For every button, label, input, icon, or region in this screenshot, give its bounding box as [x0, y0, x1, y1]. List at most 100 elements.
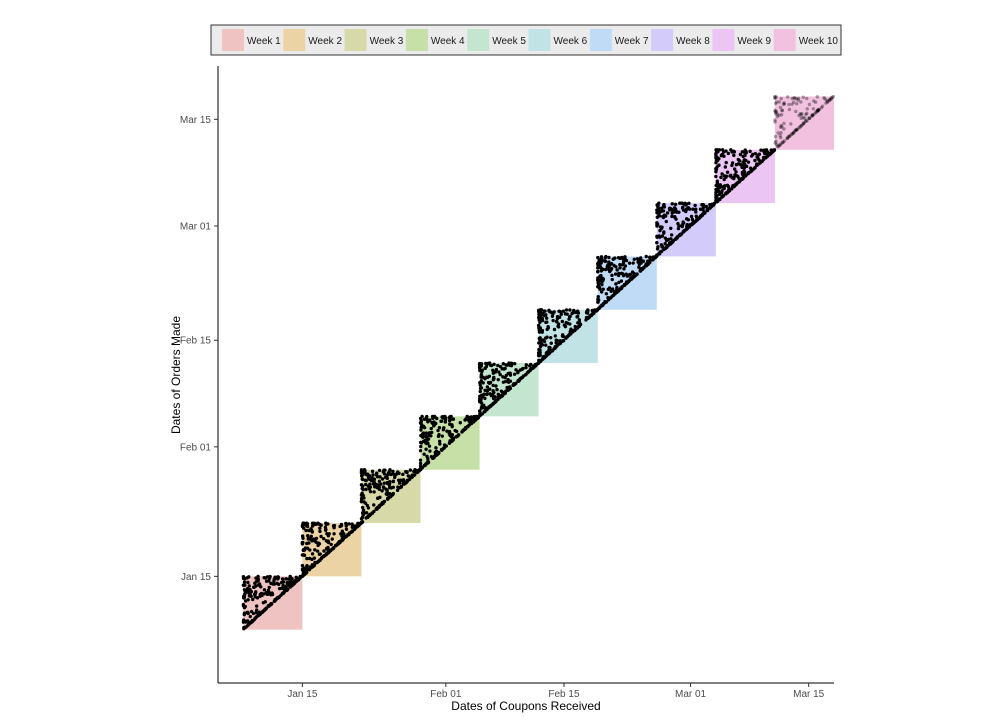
data-point: [418, 458, 423, 462]
data-point: [272, 599, 277, 603]
data-point: [830, 95, 834, 99]
data-point: [419, 444, 423, 449]
data-point: [487, 374, 492, 378]
data-point: [715, 194, 719, 198]
data-point: [777, 100, 781, 104]
data-point: [814, 110, 818, 114]
data-point: [794, 128, 798, 132]
data-point: [551, 318, 555, 323]
data-point: [478, 363, 482, 367]
data-point: [542, 313, 547, 318]
data-point: [461, 429, 465, 433]
data-point: [787, 102, 791, 107]
data-point: [623, 255, 627, 259]
data-point: [437, 425, 442, 430]
data-point: [768, 152, 772, 157]
data-point: [714, 167, 719, 171]
data-point: [779, 131, 783, 135]
data-point: [344, 524, 348, 528]
data-point: [748, 149, 752, 154]
x-axis-title: Dates of Coupons Received: [451, 699, 600, 713]
data-point: [791, 130, 796, 135]
data-point: [526, 370, 531, 374]
data-point: [342, 532, 346, 536]
data-point: [494, 399, 498, 404]
data-point: [254, 576, 258, 580]
data-point: [781, 102, 786, 106]
data-point: [498, 372, 502, 377]
data-point: [577, 318, 582, 322]
data-point: [425, 417, 429, 422]
y-tick-label: Mar 15: [180, 115, 212, 126]
data-point: [597, 285, 602, 290]
y-tick-label: Mar 01: [180, 221, 212, 232]
data-point: [317, 522, 322, 526]
data-point: [779, 136, 783, 140]
data-point: [356, 524, 360, 528]
data-point: [537, 341, 541, 345]
data-point: [618, 262, 622, 267]
data-point: [243, 625, 247, 630]
y-tick-label: Feb 01: [180, 442, 212, 453]
data-point: [794, 97, 799, 101]
data-point: [816, 108, 820, 113]
data-point: [304, 528, 308, 533]
data-point: [753, 158, 757, 163]
data-point: [756, 156, 760, 160]
data-point: [778, 143, 782, 147]
data-point: [665, 245, 669, 249]
data-point: [774, 142, 779, 146]
data-point: [362, 496, 366, 500]
data-point: [539, 342, 544, 346]
data-point: [789, 132, 794, 137]
data-point: [805, 118, 809, 123]
data-point: [311, 537, 316, 541]
data-point: [540, 316, 544, 321]
data-point: [801, 95, 805, 99]
data-point: [799, 124, 803, 128]
data-point: [779, 96, 783, 101]
data-point: [454, 429, 459, 434]
data-point: [491, 395, 496, 399]
data-point: [773, 94, 777, 99]
data-point: [430, 430, 434, 435]
data-point: [598, 264, 602, 269]
data-point: [601, 301, 606, 306]
data-point: [480, 412, 484, 416]
data-point: [409, 475, 413, 479]
data-point: [792, 100, 796, 104]
data-point: [241, 620, 246, 624]
data-point: [670, 214, 674, 219]
data-point: [792, 96, 796, 100]
data-point: [639, 256, 643, 260]
data-point: [469, 421, 474, 425]
data-point: [674, 217, 678, 221]
data-point: [777, 143, 781, 148]
data-point: [447, 441, 452, 445]
data-point: [316, 543, 320, 548]
data-point: [477, 409, 482, 413]
data-point: [714, 197, 719, 201]
data-point: [794, 128, 798, 133]
data-point: [655, 203, 659, 207]
data-point: [782, 121, 786, 126]
data-point: [538, 351, 542, 355]
data-point: [801, 115, 805, 120]
data-point: [258, 594, 262, 598]
data-point: [491, 389, 495, 393]
data-point: [722, 184, 727, 188]
data-point: [432, 455, 436, 459]
data-point: [313, 548, 317, 552]
data-point: [380, 489, 384, 493]
data-point: [508, 386, 513, 391]
data-point: [549, 341, 553, 345]
data-point: [364, 478, 368, 483]
data-point: [780, 125, 784, 129]
data-point: [429, 426, 433, 431]
data-point: [255, 596, 260, 600]
data-point: [794, 128, 798, 132]
data-point: [521, 374, 526, 378]
data-point: [436, 434, 441, 439]
data-point: [680, 222, 685, 227]
